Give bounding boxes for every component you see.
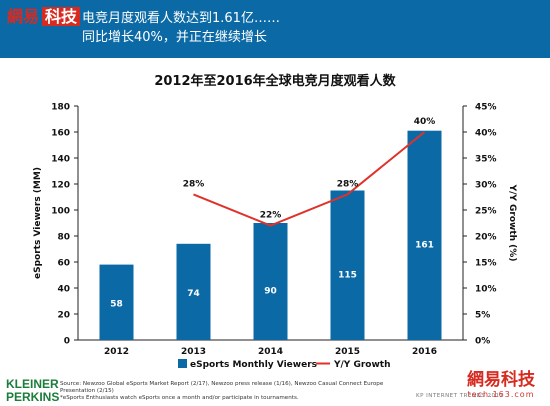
growth-line [193,131,426,227]
y2-tick-label: 45% [475,103,497,113]
source-line-2: *eSports Enthusiasts watch eSports once … [60,395,299,401]
watermark-logo: 網易科技 [455,370,547,390]
headline-line-2: 同比增长40%，并正在继续增长 [82,30,267,45]
y2-tick-label: 35% [475,155,497,165]
legend-swatch-viewers [178,359,187,368]
bar-value-label: 74 [187,289,200,299]
bar-value-label: 161 [415,240,434,250]
logo-netease-text: 網易 [7,7,40,26]
header-bar: 網易 科技 电竞月度观看人数达到1.61亿…… 同比增长40%，并正在继续增长 [0,0,550,58]
x-tick-label: 2013 [181,347,206,357]
watermark-logo-a: 網易 [467,370,501,390]
y2-tick-label: 10% [475,285,497,295]
y2-tick-label: 0% [475,337,490,347]
y-tick-label: 40 [57,285,70,295]
y-tick-label: 180 [51,103,70,113]
y2-axis-title: Y/Y Growth (%) [507,184,517,262]
x-tick-label: 2015 [335,347,360,357]
netease-watermark: 網易科技 tech.163.com [455,370,547,400]
y-tick-label: 160 [51,129,70,139]
chart-title: 2012年至2016年全球电竞月度观看人数 [154,74,396,89]
y-tick-label: 80 [57,233,70,243]
brand-line-1: KLEINER [6,377,59,391]
source-line-1: Source: Newzoo Global eSports Market Rep… [60,381,384,394]
netease-tech-logo: 網易 科技 [6,6,81,28]
y2-tick-label: 20% [475,233,497,243]
legend-label-viewers: eSports Monthly Viewers [190,360,317,370]
bar-value-label: 90 [264,287,277,297]
bar-2013 [176,243,211,340]
y2-tick-label: 30% [475,181,497,191]
y-tick-label: 140 [51,155,70,165]
kleiner-perkins-logo: KLEINER PERKINS [6,378,59,404]
x-tick-label: 2014 [258,347,283,357]
y-tick-label: 0 [64,337,70,347]
growth-label: 22% [260,211,282,221]
headline: 电竞月度观看人数达到1.61亿…… 同比增长40%，并正在继续增长 [82,9,280,47]
y2-tick-label: 40% [475,129,497,139]
logo-tech-text: 科技 [42,7,81,26]
legend-label-growth: Y/Y Growth [333,360,391,370]
bar-2014 [253,223,288,340]
y-tick-label: 20 [57,311,70,321]
y-tick-label: 120 [51,181,70,191]
kp-internet-trends-label: KP INTERNET TRENDS 2017 [416,393,504,399]
y-tick-label: 100 [51,207,70,217]
y-axis-title: eSports Viewers (MM) [33,167,43,279]
x-tick-label: 2016 [412,347,437,357]
x-tick-label: 2012 [104,347,129,357]
bar-value-label: 58 [110,299,123,309]
source-note: Source: Newzoo Global eSports Market Rep… [60,381,390,402]
headline-line-1: 电竞月度观看人数达到1.61亿…… [82,11,280,26]
growth-label: 28% [183,179,205,189]
growth-label: 28% [337,179,359,189]
y2-tick-label: 25% [475,207,497,217]
y-tick-label: 60 [57,259,70,269]
growth-label: 40% [414,117,436,127]
bar-value-label: 115 [338,270,357,280]
y2-tick-label: 5% [475,311,490,321]
watermark-logo-b: 科技 [501,370,535,390]
brand-line-2: PERKINS [6,390,60,404]
bar-2012 [99,264,134,340]
bar-2015 [330,190,365,340]
bar-2016 [407,130,442,340]
y2-tick-label: 15% [475,259,497,269]
watermark-url: tech.163.com [467,390,535,399]
